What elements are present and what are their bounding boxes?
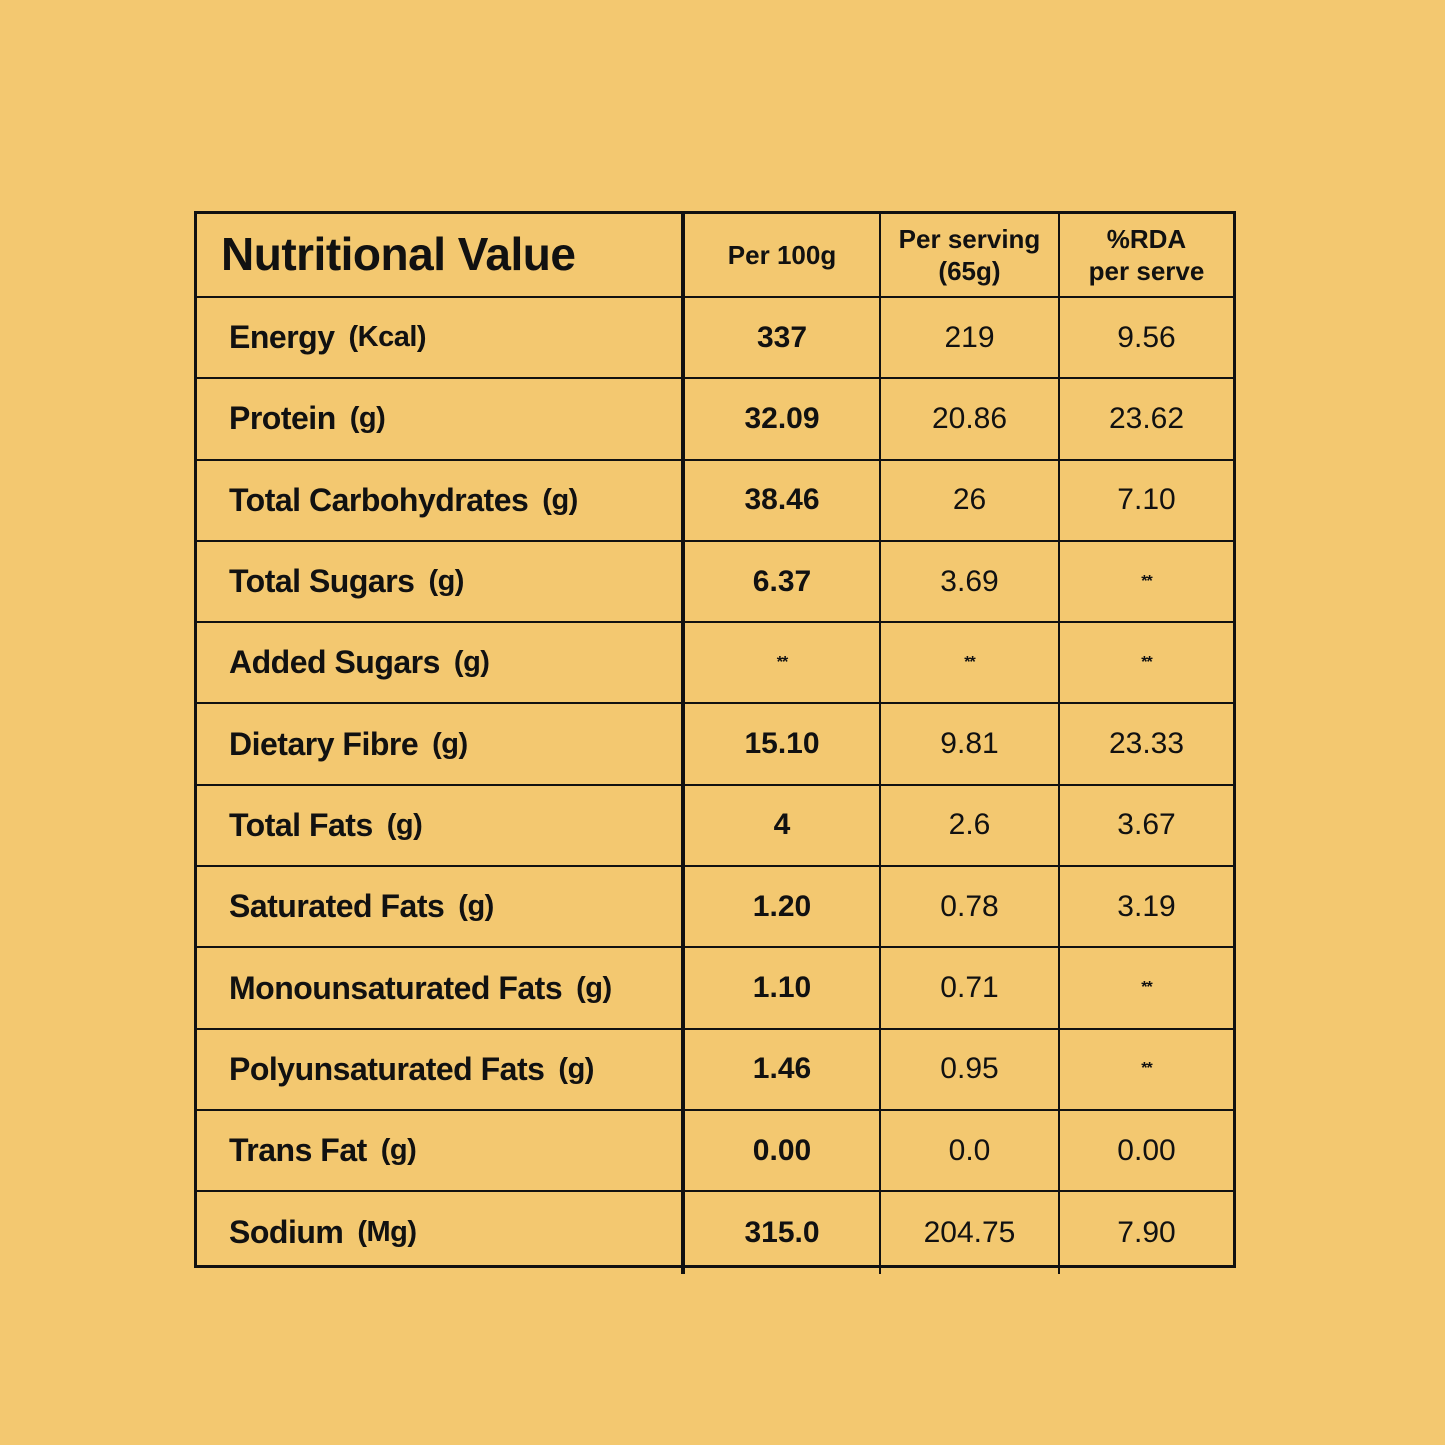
nutrient-name: Saturated Fats	[229, 888, 445, 925]
rda-value: 9.56	[1058, 298, 1233, 378]
nutrient-name: Monounsaturated Fats	[229, 969, 563, 1006]
nutrient-name: Polyunsaturated Fats	[229, 1050, 545, 1087]
table-row: Added Sugars (g) ** ** **	[197, 623, 1233, 705]
nutrient-unit: (g)	[380, 1134, 417, 1167]
nutrient-unit: (Kcal)	[348, 321, 427, 354]
nutrient-unit: (g)	[542, 483, 578, 516]
nutrient-name-cell: Protein (g)	[197, 379, 683, 459]
nutrient-name: Dietary Fibre	[229, 725, 419, 762]
nutrient-name-cell: Total Carbohydrates (g)	[197, 460, 683, 540]
column-header-per-serving: Per serving (65g)	[879, 214, 1058, 296]
nutrient-name: Protein	[229, 400, 336, 437]
per-100g-value: 0.00	[683, 1110, 879, 1191]
per-100g-value: **	[683, 623, 879, 703]
table-row: Protein (g) 32.09 20.86 23.62	[197, 379, 1233, 461]
nutrient-unit: (Mg)	[357, 1216, 417, 1249]
per-serving-value: 0.0	[879, 1110, 1058, 1191]
per-100g-value: 6.37	[683, 541, 879, 622]
table-title: Nutritional Value	[197, 214, 683, 296]
per-serving-value: 0.78	[879, 867, 1058, 947]
table-row: Total Carbohydrates (g) 38.46 26 7.10	[197, 460, 1233, 542]
nutrient-unit: (g)	[428, 565, 464, 598]
nutrient-name-cell: Total Sugars (g)	[197, 541, 683, 622]
nutrient-name-cell: Polyunsaturated Fats (g)	[197, 1029, 683, 1109]
column-header-per-serving-line1: Per serving	[898, 223, 1041, 254]
nutrient-name: Total Carbohydrates	[229, 481, 529, 518]
table-row: Trans Fat (g) 0.00 0.0 0.00	[197, 1110, 1233, 1193]
nutrient-name: Trans Fat	[229, 1132, 367, 1169]
table-row: Saturated Fats (g) 1.20 0.78 3.19	[197, 867, 1233, 949]
per-serving-value: 0.95	[879, 1029, 1058, 1109]
rda-value: 7.10	[1058, 460, 1233, 540]
per-serving-value: 2.6	[879, 785, 1058, 866]
nutrient-name: Sodium	[229, 1214, 344, 1251]
rda-value: 0.00	[1058, 1110, 1233, 1191]
per-100g-value: 1.20	[683, 867, 879, 947]
per-serving-value: **	[879, 623, 1058, 703]
nutrient-unit: (g)	[432, 727, 468, 760]
rda-value: **	[1058, 1029, 1233, 1109]
nutrient-name-cell: Sodium (Mg)	[197, 1192, 683, 1274]
column-header-rda: %RDA per serve	[1058, 214, 1233, 296]
nutrient-name-cell: Added Sugars (g)	[197, 623, 683, 703]
rda-value: 3.67	[1058, 785, 1233, 866]
table-row: Dietary Fibre (g) 15.10 9.81 23.33	[197, 704, 1233, 786]
rda-value: 23.33	[1058, 704, 1233, 784]
per-100g-value: 38.46	[683, 460, 879, 540]
table-row: Total Fats (g) 4 2.6 3.67	[197, 785, 1233, 868]
table-header-row: Nutritional Value Per 100g Per serving (…	[197, 214, 1233, 298]
nutrient-name-cell: Monounsaturated Fats (g)	[197, 948, 683, 1028]
table-row: Sodium (Mg) 315.0 204.75 7.90	[197, 1192, 1233, 1274]
per-100g-value: 1.10	[683, 948, 879, 1028]
column-header-per-serving-line2: (65g)	[938, 256, 1001, 286]
table-row: Monounsaturated Fats (g) 1.10 0.71 **	[197, 948, 1233, 1030]
per-serving-value: 26	[879, 460, 1058, 540]
per-serving-value: 3.69	[879, 541, 1058, 622]
rda-value: **	[1058, 623, 1233, 703]
per-serving-value: 20.86	[879, 379, 1058, 459]
table-row: Energy (Kcal) 337 219 9.56	[197, 298, 1233, 380]
rda-value: **	[1058, 948, 1233, 1028]
per-serving-value: 219	[879, 298, 1058, 378]
nutrient-unit: (g)	[458, 890, 494, 923]
nutrient-unit: (g)	[453, 646, 490, 679]
nutrient-name-cell: Total Fats (g)	[197, 785, 683, 866]
column-header-rda-line2: per serve	[1088, 256, 1205, 286]
per-100g-value: 315.0	[683, 1192, 879, 1274]
column-header-rda-line1: %RDA	[1106, 223, 1187, 254]
nutrient-name: Added Sugars	[229, 644, 440, 681]
table-row: Polyunsaturated Fats (g) 1.46 0.95 **	[197, 1029, 1233, 1111]
per-100g-value: 4	[683, 785, 879, 866]
nutrient-name-cell: Energy (Kcal)	[197, 298, 683, 378]
nutrient-name: Total Sugars	[229, 563, 415, 600]
per-serving-value: 0.71	[879, 948, 1058, 1028]
nutrient-name-cell: Trans Fat (g)	[197, 1110, 683, 1191]
per-100g-value: 1.46	[683, 1029, 879, 1109]
per-100g-value: 15.10	[683, 704, 879, 784]
rda-value: 7.90	[1058, 1192, 1233, 1274]
rda-value: 23.62	[1058, 379, 1233, 459]
per-serving-value: 9.81	[879, 704, 1058, 784]
nutrient-unit: (g)	[386, 808, 423, 841]
rda-value: **	[1058, 541, 1233, 622]
per-100g-value: 32.09	[683, 379, 879, 459]
per-100g-value: 337	[683, 298, 879, 378]
column-header-per-100g: Per 100g	[683, 214, 879, 296]
nutrition-table: Nutritional Value Per 100g Per serving (…	[194, 211, 1236, 1274]
per-serving-value: 204.75	[879, 1192, 1058, 1274]
nutrient-name: Energy	[229, 319, 335, 356]
nutrient-name-cell: Saturated Fats (g)	[197, 867, 683, 947]
nutrient-name-cell: Dietary Fibre (g)	[197, 704, 683, 784]
nutrient-name: Total Fats	[229, 806, 373, 843]
nutrient-unit: (g)	[576, 971, 612, 1004]
nutrient-unit: (g)	[349, 402, 386, 435]
nutrient-unit: (g)	[558, 1052, 594, 1085]
table-row: Total Sugars (g) 6.37 3.69 **	[197, 541, 1233, 624]
rda-value: 3.19	[1058, 867, 1233, 947]
